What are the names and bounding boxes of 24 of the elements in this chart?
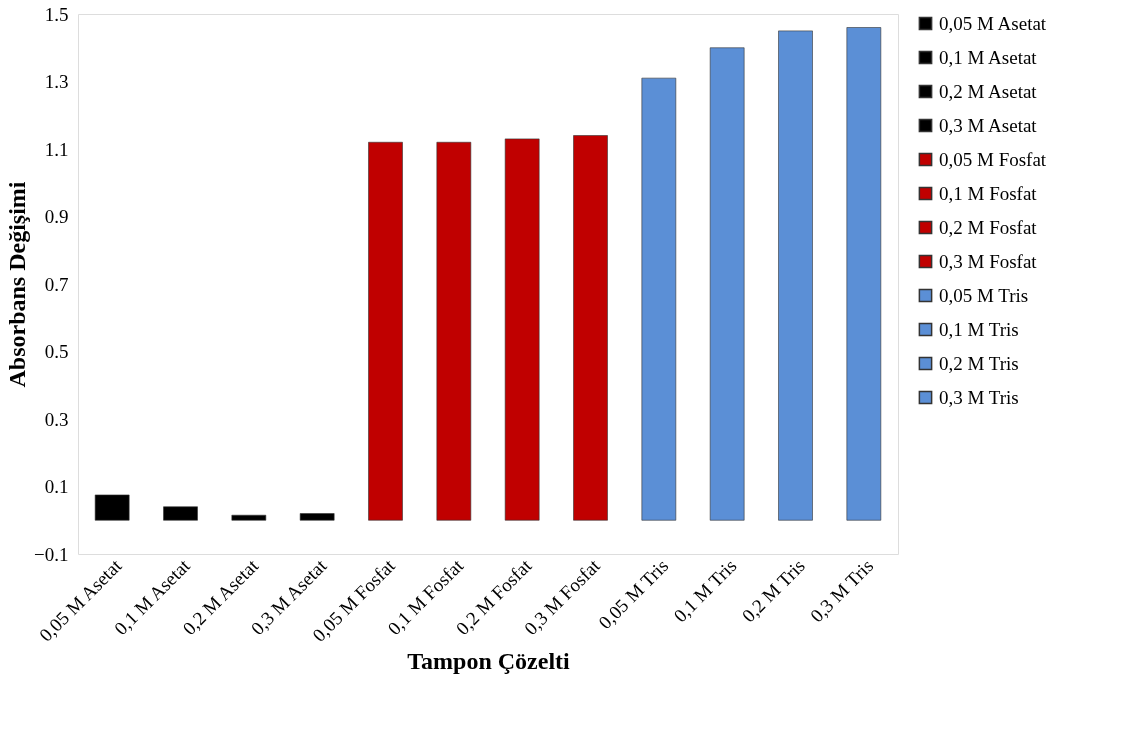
- legend-label: 0,1 M Asetat: [939, 46, 1038, 68]
- x-axis-title: Tampon Çözelti: [407, 648, 571, 675]
- y-tick-label: 1.5: [44, 3, 69, 25]
- legend-label: 0,3 M Tris: [939, 386, 1019, 408]
- legend-label: 0,3 M Asetat: [939, 114, 1038, 136]
- x-tick-label: 0,3 M Tris: [806, 555, 878, 627]
- y-tick-label: −0.1: [34, 543, 69, 565]
- y-tick-label: 1.1: [44, 138, 69, 160]
- y-tick-label: 1.3: [44, 71, 69, 92]
- y-axis-title: Absorbans Değişimi: [4, 181, 31, 388]
- legend-label: 0,05 M Fosfat: [939, 148, 1047, 170]
- legend-label: 0,3 M Fosfat: [939, 250, 1038, 272]
- legend-label: 0,05 M Asetat: [939, 12, 1047, 34]
- legend-label: 0,2 M Fosfat: [939, 216, 1038, 238]
- legend-label: 0,05 M Tris: [939, 284, 1029, 306]
- y-tick-label: 0.3: [44, 408, 69, 430]
- legend-label: 0,2 M Asetat: [939, 80, 1038, 102]
- y-tick-label: 0.7: [44, 273, 69, 295]
- legend-label: 0,1 M Tris: [939, 318, 1019, 340]
- y-tick-label: 0.1: [44, 476, 69, 497]
- y-tick-label: 0.9: [44, 206, 69, 227]
- legend-label: 0,2 M Tris: [939, 352, 1019, 374]
- legend-label: 0,1 M Fosfat: [939, 182, 1038, 204]
- y-tick-label: 0.5: [44, 341, 69, 362]
